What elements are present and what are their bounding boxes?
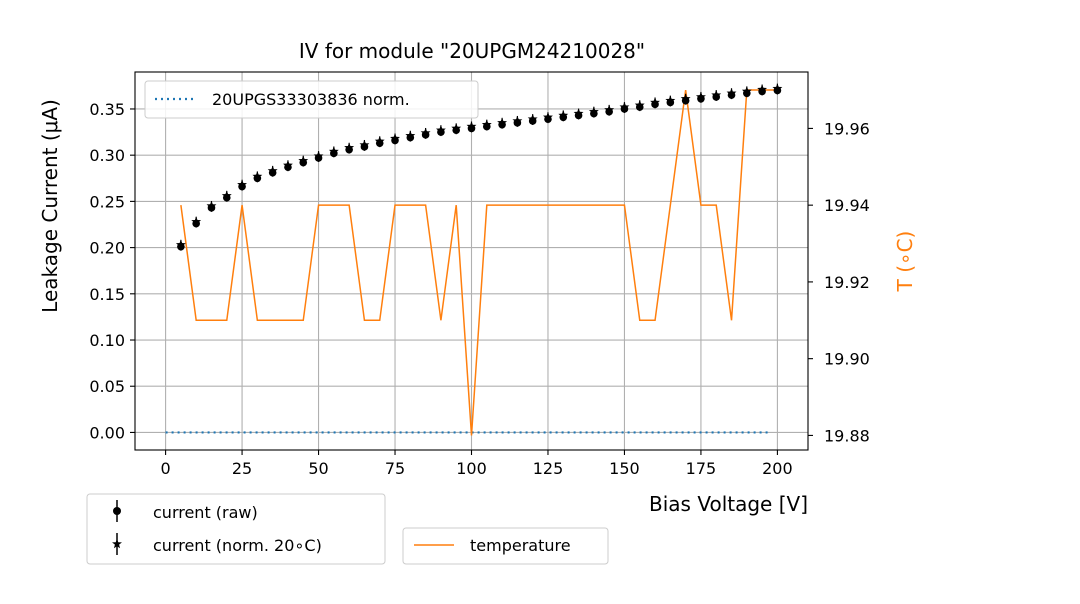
norm-current-point	[726, 88, 737, 98]
norm-current-point	[298, 155, 309, 165]
legend-raw-label: current (raw)	[153, 503, 258, 522]
norm-current-point	[359, 139, 370, 150]
norm-current-point	[481, 119, 492, 129]
y2-tick-label: 19.92	[824, 273, 870, 292]
y-tick-label: 0.35	[89, 100, 125, 119]
norm-current-point	[680, 93, 691, 104]
legend-temperature-label: temperature	[470, 536, 571, 555]
norm-current-point	[619, 101, 630, 112]
x-tick-label: 75	[385, 459, 405, 478]
temperature-line	[180, 89, 778, 436]
norm-current-point	[650, 97, 660, 107]
norm-current-point	[741, 86, 752, 96]
chart-title: IV for module "20UPGM24210028"	[299, 39, 645, 63]
y2-tick-label: 19.88	[824, 426, 870, 445]
legend-temperature: temperature	[402, 527, 609, 565]
norm-current-point	[390, 133, 400, 143]
x-tick-label: 50	[308, 459, 328, 478]
norm-current-point	[527, 113, 538, 124]
legend-reference-box	[144, 80, 479, 119]
norm-current-point	[405, 130, 416, 140]
norm-current-point	[435, 125, 446, 135]
norm-current-point	[634, 100, 645, 110]
x-tick-label: 175	[686, 459, 717, 478]
y-tick-label: 0.00	[89, 423, 125, 442]
norm-current-point	[466, 121, 477, 131]
norm-current-point	[665, 95, 676, 105]
norm-current-point	[543, 112, 553, 122]
y-tick-label: 0.05	[89, 377, 125, 396]
x-tick-label: 150	[609, 459, 640, 478]
x-axis-label: Bias Voltage [V]	[649, 492, 808, 516]
norm-current-point	[313, 150, 324, 161]
norm-current-point	[252, 171, 263, 181]
norm-current-point	[374, 136, 385, 146]
norm-current-point	[328, 146, 339, 156]
y-tick-label: 0.20	[89, 239, 125, 258]
x-tick-label: 25	[232, 459, 252, 478]
norm-current-point	[772, 83, 783, 93]
y2-tick-label: 19.90	[824, 350, 870, 369]
norm-current-point	[420, 127, 431, 138]
norm-current-point	[206, 200, 217, 211]
legend-reference-label: 20UPGS33303836 norm.	[212, 90, 410, 109]
x-tick-label: 0	[160, 459, 170, 478]
norm-current-point	[497, 117, 508, 128]
norm-current-point	[175, 239, 186, 250]
y2-axis-label: T (∘C)	[893, 231, 917, 293]
legend-norm-label: current (norm. 20∘C)	[153, 536, 322, 555]
norm-current-point	[588, 106, 599, 116]
y-tick-label: 0.15	[89, 285, 125, 304]
y2-tick-label: 19.94	[824, 196, 870, 215]
norm-current-point	[512, 115, 523, 126]
legend-temperature-box	[402, 527, 609, 565]
norm-current-point	[573, 108, 584, 118]
norm-current-point	[221, 190, 232, 201]
y-tick-label: 0.30	[89, 146, 125, 165]
norm-current-point	[757, 84, 768, 94]
norm-current-point	[237, 179, 248, 189]
norm-current-point	[711, 89, 722, 100]
x-tick-label: 200	[762, 459, 793, 478]
norm-current-point	[451, 123, 462, 133]
x-tick-label: 125	[533, 459, 564, 478]
y-tick-label: 0.25	[89, 192, 125, 211]
y2-tick-label: 19.96	[824, 119, 870, 138]
norm-current-point	[604, 104, 615, 115]
legend-current: current (raw) current (norm. 20∘C)	[86, 493, 386, 565]
x-tick-label: 100	[456, 459, 487, 478]
y-tick-label: 0.10	[89, 331, 125, 350]
norm-current-point	[558, 110, 569, 120]
norm-current-point	[344, 142, 355, 152]
legend-norm-marker	[112, 538, 122, 549]
legend-raw-marker	[113, 507, 121, 515]
y-axis-label: Leakage Current (μA)	[38, 99, 62, 313]
norm-current-point	[695, 91, 706, 102]
norm-current-point	[283, 160, 293, 170]
norm-current-point	[191, 216, 202, 226]
norm-current-point	[267, 165, 278, 176]
legend-current-box	[86, 493, 386, 565]
legend-reference: 20UPGS33303836 norm.	[144, 80, 479, 119]
